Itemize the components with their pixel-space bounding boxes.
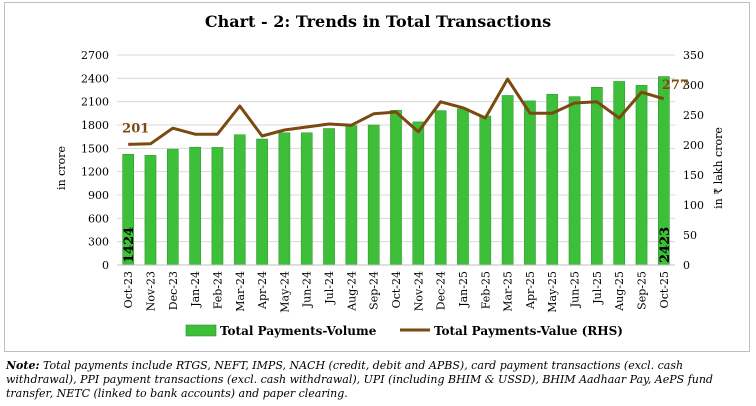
- y-tick-label: 1200: [81, 166, 109, 179]
- x-tick-label: May-24: [278, 271, 291, 313]
- volume-bar: [278, 132, 291, 266]
- volume-bar: [524, 100, 536, 266]
- x-tick-label: Jun-24: [301, 271, 314, 308]
- chart-frame: Chart - 2: Trends in Total Transactions …: [4, 2, 750, 352]
- y-tick-label: 900: [88, 189, 109, 202]
- y2-tick-label: 0: [683, 259, 690, 272]
- x-tick-label: Aug-25: [613, 271, 626, 312]
- y-tick-label: 2700: [81, 49, 109, 62]
- chart-title: Chart - 2: Trends in Total Transactions: [205, 12, 551, 31]
- x-tick-label: Oct-24: [390, 271, 403, 308]
- x-tick-label: May-25: [546, 271, 559, 313]
- volume-bar: [256, 138, 268, 266]
- volume-bar: [233, 134, 246, 266]
- x-tick-label: Mar-24: [234, 271, 247, 312]
- volume-bar: [635, 85, 648, 266]
- chart-canvas: Chart - 2: Trends in Total Transactions …: [55, 12, 725, 338]
- y2-tick-label: 350: [683, 49, 704, 62]
- value-line: [128, 77, 665, 146]
- footnote: Note: Total payments include RTGS, NEFT,…: [6, 359, 750, 401]
- data-labels: 1424 2423 201 277: [122, 78, 689, 263]
- first-volume-label: 1424: [122, 227, 137, 263]
- x-tick-label: Oct-25: [658, 271, 671, 308]
- volume-bar: [412, 121, 425, 266]
- x-tick-label: Apr-25: [524, 271, 537, 310]
- y2-axis-label: in ₹ lakh crore: [712, 127, 725, 209]
- volume-bar: [166, 148, 179, 266]
- volume-bar: [479, 115, 492, 266]
- x-tick-label: Jan-24: [189, 271, 202, 308]
- y-tick-label: 300: [88, 236, 109, 249]
- x-tick-label: Jan-25: [457, 271, 470, 308]
- x-tick-label: Feb-24: [211, 271, 224, 309]
- volume-bar: [367, 124, 380, 266]
- x-tick-label: Dec-23: [167, 271, 180, 310]
- x-tick-label: Jul-25: [591, 271, 604, 305]
- y-axis-label: in crore: [55, 146, 68, 190]
- y2-tick-label: 50: [683, 229, 697, 242]
- volume-bar: [323, 128, 335, 266]
- y-tick-label: 1500: [81, 142, 109, 155]
- x-tick-label: Nov-24: [412, 271, 425, 311]
- axes: 0 300 600 900 1200 1500 1800 2100 2400 2700 0 50 100…: [81, 49, 704, 313]
- y-tick-label: 2400: [81, 72, 109, 85]
- x-tick-label: Apr-24: [256, 271, 269, 310]
- last-value-label: 277: [662, 78, 689, 93]
- y-tick-label: 600: [88, 212, 109, 225]
- x-tick-label: Oct-23: [122, 271, 135, 308]
- y-tick-label: 0: [102, 259, 109, 272]
- x-tick-label: Aug-24: [345, 271, 358, 312]
- y-tick-label: 2100: [81, 96, 109, 109]
- x-tick-label: Jul-24: [323, 271, 336, 305]
- legend-volume-label: Total Payments-Volume: [220, 324, 377, 338]
- volume-bar: [434, 110, 447, 266]
- y2-tick-label: 250: [683, 109, 704, 122]
- volume-bars: [122, 76, 670, 266]
- x-tick-label: Mar-25: [502, 271, 515, 312]
- first-value-label: 201: [122, 121, 149, 136]
- legend-value-label: Total Payments-Value (RHS): [434, 324, 623, 338]
- y2-tick-label: 100: [683, 199, 704, 212]
- volume-bar: [591, 87, 603, 266]
- volume-bar: [300, 132, 313, 266]
- x-tick-label: Nov-23: [144, 271, 157, 311]
- volume-bar: [144, 155, 157, 266]
- y2-tick-label: 150: [683, 169, 704, 182]
- volume-bar: [457, 108, 469, 266]
- y-tick-label: 1800: [81, 119, 109, 132]
- y2-tick-label: 300: [683, 79, 704, 92]
- volume-bar: [345, 125, 358, 266]
- volume-bar: [211, 147, 224, 266]
- value-series-line: [128, 77, 665, 146]
- legend: Total Payments-Volume Total Payments-Val…: [185, 324, 623, 338]
- volume-bar: [546, 94, 559, 266]
- volume-bar: [568, 96, 581, 266]
- volume-bar: [501, 95, 514, 266]
- x-tick-label: Sep-25: [636, 271, 649, 310]
- note-label: Note:: [6, 359, 40, 372]
- note-text: Total payments include RTGS, NEFT, IMPS,…: [6, 359, 713, 400]
- y2-tick-label: 200: [683, 139, 704, 152]
- volume-bar: [189, 146, 201, 266]
- volume-bar: [390, 109, 402, 266]
- x-tick-label: Feb-25: [479, 271, 492, 309]
- x-tick-label: Jun-25: [569, 271, 582, 308]
- last-volume-label: 2423: [658, 227, 673, 263]
- volume-bar: [613, 81, 626, 266]
- x-tick-label: Sep-24: [368, 271, 381, 310]
- x-tick-label: Dec-24: [435, 271, 448, 310]
- legend-volume-swatch: [185, 324, 217, 337]
